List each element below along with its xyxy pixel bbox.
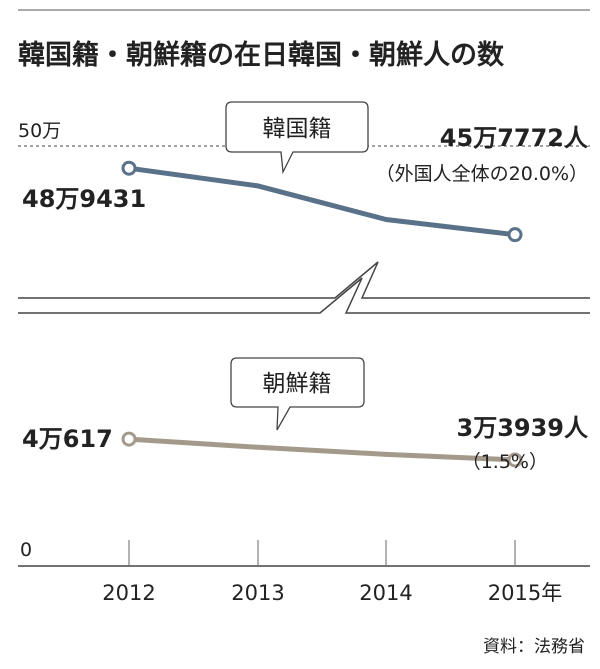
x-tick-2014: 2014: [359, 581, 412, 605]
korea-series-line: [128, 165, 516, 238]
y-tick-zero: 0: [20, 539, 32, 561]
korea-start-label: 48万9431: [22, 185, 146, 213]
callout-korea: 韓国籍: [225, 101, 369, 175]
korea-point-3: [507, 227, 523, 243]
chosen-end-label: 3万3939人: [457, 414, 589, 442]
x-gridlines: [128, 540, 516, 565]
chosen-point-3: [507, 452, 523, 468]
callout-chosen-label: 朝鮮籍: [263, 371, 332, 397]
korea-point-0: [121, 160, 137, 176]
chosen-start-label: 4万617: [22, 425, 113, 453]
chosen-series-line: [128, 436, 516, 463]
callout-chosen: 朝鮮籍: [230, 357, 365, 431]
korea-end-label: 45万7772人: [440, 124, 588, 152]
korea-end-note: （外国人全体の20.0%）: [376, 163, 588, 185]
source-note: 資料：法務省: [483, 637, 585, 657]
x-tick-2015: 2015年: [488, 581, 562, 605]
series-layer: [121, 160, 523, 468]
axis-break: [18, 261, 590, 314]
chart-title: 韓国籍・朝鮮籍の在日韓国・朝鮮人の数: [18, 39, 505, 71]
callout-korea-label: 韓国籍: [263, 116, 332, 142]
chosen-end-note: （1.5%）: [462, 451, 548, 473]
y-tick-top: 50万: [18, 120, 61, 142]
x-tick-2013: 2013: [231, 581, 284, 605]
chosen-point-0: [121, 431, 137, 447]
x-tick-2012: 2012: [102, 581, 155, 605]
